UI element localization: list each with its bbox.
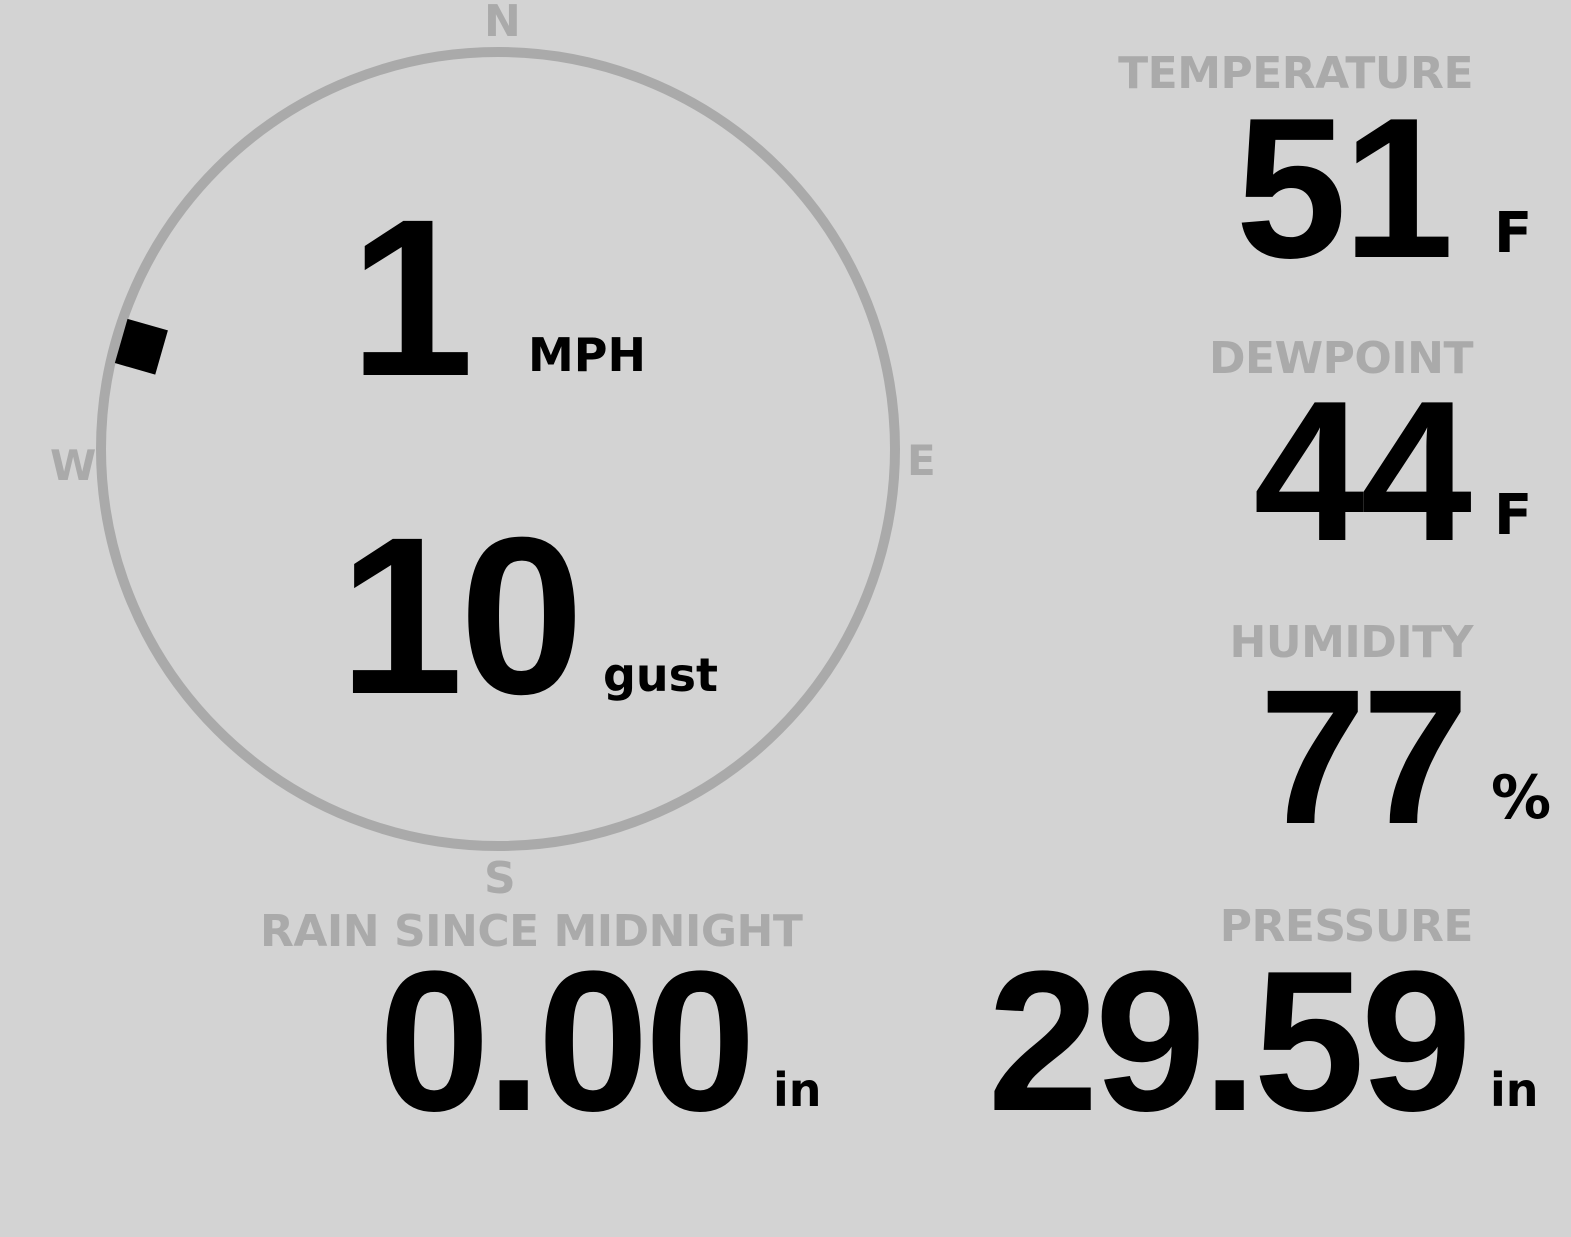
wind-gust-unit: gust xyxy=(603,648,719,702)
dewpoint-unit: F xyxy=(1494,483,1533,548)
compass-north: N xyxy=(484,0,521,47)
humidity-unit: % xyxy=(1491,763,1552,833)
temperature-unit: F xyxy=(1494,201,1533,266)
compass-west: W xyxy=(50,441,97,490)
compass-ring xyxy=(96,47,900,851)
humidity-value: 77 xyxy=(1259,649,1469,864)
compass-south: S xyxy=(484,853,516,904)
compass-east: E xyxy=(907,436,936,485)
wind-speed-unit: MPH xyxy=(528,328,646,382)
wind-gust-value: 10 xyxy=(338,491,584,741)
dewpoint-label: DEWPOINT xyxy=(1209,333,1473,384)
wind-direction-marker xyxy=(114,318,168,375)
pressure-unit: in xyxy=(1490,1063,1539,1117)
dewpoint-value: 44 xyxy=(1253,360,1472,583)
rain-label: RAIN SINCE MIDNIGHT xyxy=(260,906,803,957)
humidity-label: HUMIDITY xyxy=(1229,617,1474,668)
rain-unit: in xyxy=(773,1063,822,1117)
wind-speed-value: 1 xyxy=(349,173,474,423)
rain-value: 0.00 xyxy=(378,930,756,1153)
temperature-label: TEMPERATURE xyxy=(1118,48,1473,99)
temperature-value: 51 xyxy=(1235,77,1454,300)
pressure-value: 29.59 xyxy=(987,930,1472,1153)
pressure-label: PRESSURE xyxy=(1219,901,1474,952)
